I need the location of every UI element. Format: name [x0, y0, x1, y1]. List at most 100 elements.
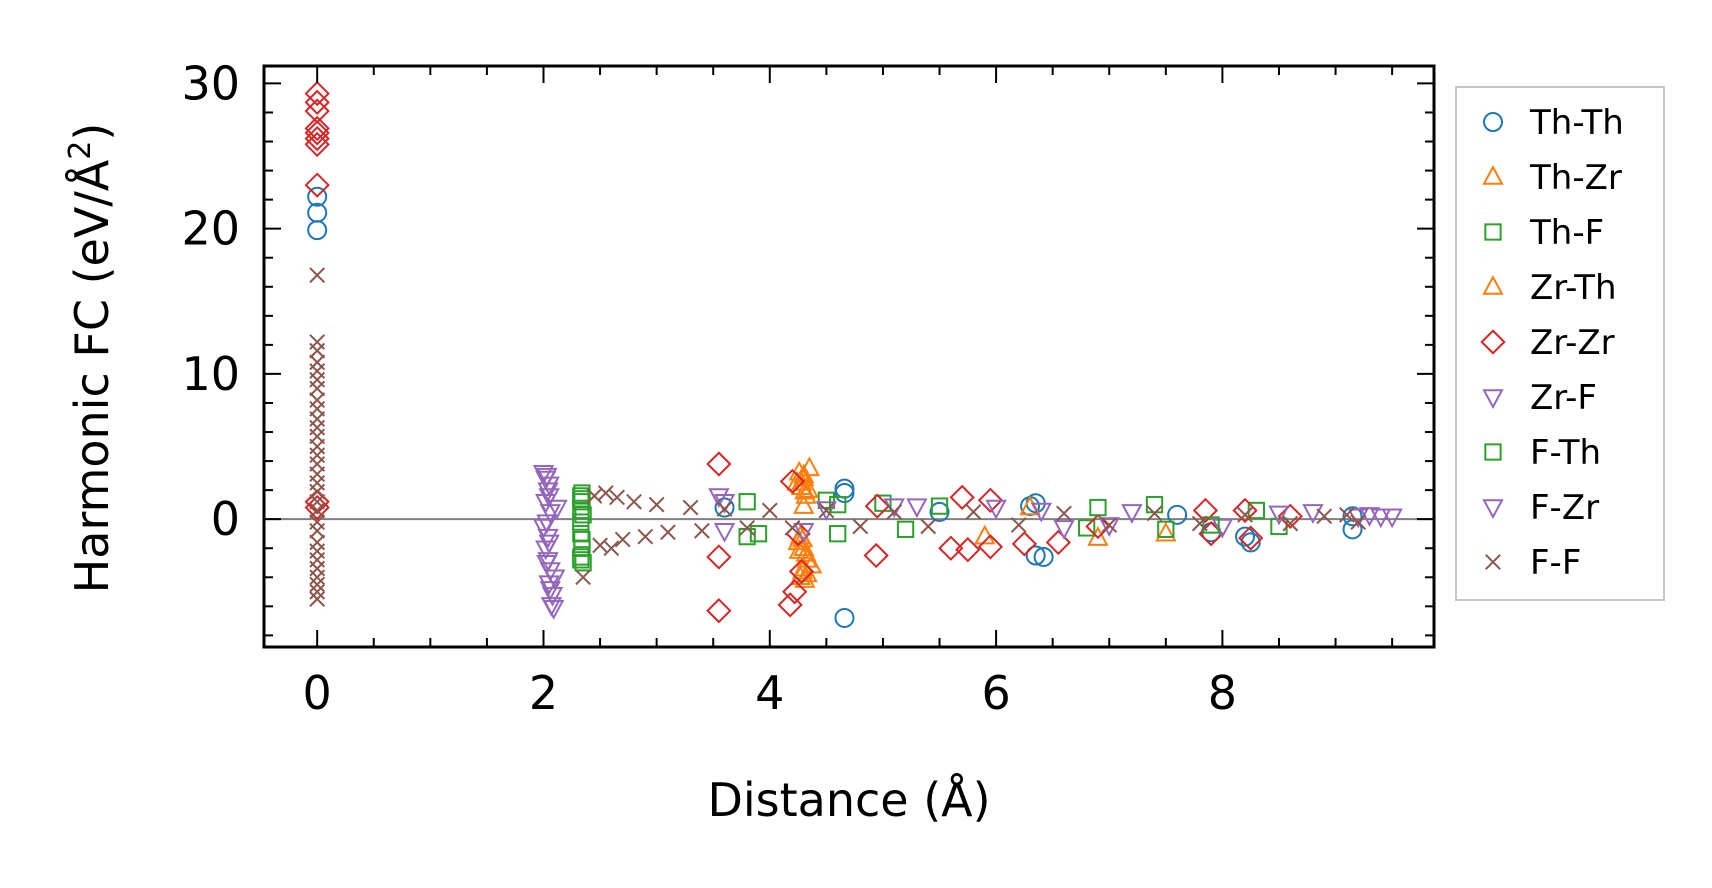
data-point — [977, 487, 1004, 513]
data-point — [1077, 519, 1096, 537]
data-point — [949, 484, 975, 511]
y-axis-title-main: Harmonic FC (eV/Å — [65, 159, 119, 593]
data-point — [977, 534, 1004, 560]
data-point — [938, 535, 964, 561]
y-axis-title: Harmonic FC (eV/Å2) — [63, 123, 119, 594]
data-point — [794, 479, 816, 500]
legend-marker — [1482, 499, 1504, 520]
x-tick-label: 6 — [981, 666, 1010, 720]
data-point — [309, 583, 326, 600]
legend-label: F-Th — [1530, 433, 1601, 473]
legend-marker — [1483, 112, 1503, 132]
data-point — [1338, 506, 1355, 523]
legend-marker — [1482, 389, 1504, 410]
data-point — [784, 519, 801, 536]
y-axis-title-close: ) — [65, 123, 119, 141]
legend-marker — [1485, 554, 1501, 570]
legend-label: Th-F — [1529, 213, 1604, 253]
legend-label: Zr-F — [1530, 378, 1597, 418]
data-point — [1085, 513, 1111, 540]
data-point — [544, 569, 566, 590]
data-point — [761, 502, 778, 519]
plot-area — [262, 64, 1436, 649]
data-point — [539, 581, 561, 601]
data-point — [817, 491, 836, 509]
legend-item: Zr-Zr — [1480, 323, 1615, 363]
data-point — [1240, 532, 1261, 553]
data-point — [309, 502, 326, 519]
data-point — [1145, 496, 1164, 514]
data-point — [1121, 504, 1143, 524]
data-point — [573, 530, 591, 549]
data-point — [304, 131, 330, 158]
data-point — [829, 525, 847, 543]
data-point — [782, 579, 808, 605]
y-tick-label: 0 — [211, 492, 240, 546]
data-point — [793, 523, 815, 543]
data-point — [1025, 545, 1046, 566]
data-point — [573, 539, 591, 557]
data-point — [863, 542, 889, 569]
data-point — [818, 502, 835, 519]
data-point — [648, 496, 665, 513]
data-point — [614, 531, 631, 548]
data-point — [1146, 505, 1163, 522]
data-point — [834, 607, 855, 628]
data-point — [304, 89, 330, 115]
data-point — [309, 267, 326, 284]
data-point — [788, 558, 815, 585]
data-point — [1370, 508, 1392, 529]
data-point — [1232, 497, 1258, 524]
data-point — [797, 478, 819, 498]
data-point — [1011, 531, 1038, 557]
legend-marker — [1484, 443, 1502, 461]
data-point — [574, 506, 592, 524]
legend-label: Zr-Th — [1530, 268, 1617, 308]
data-point — [1030, 502, 1053, 523]
legend-label: Th-Th — [1529, 103, 1624, 143]
data-point — [829, 496, 847, 514]
data-point — [573, 484, 591, 502]
data-point — [309, 569, 326, 586]
data-point — [536, 555, 558, 575]
data-point — [1350, 514, 1367, 530]
data-point — [309, 576, 326, 593]
data-point — [779, 468, 806, 495]
legend-label: F-Zr — [1530, 488, 1599, 528]
data-point — [920, 518, 937, 535]
y-tick-label: 20 — [181, 202, 240, 256]
data-point — [1010, 517, 1027, 533]
data-point — [536, 467, 558, 488]
legend-marker — [1482, 274, 1504, 295]
data-point — [1191, 515, 1208, 532]
legend-marker — [1484, 223, 1502, 241]
legend-marker — [1480, 329, 1506, 355]
legend-label: Th-Zr — [1529, 158, 1622, 198]
data-point — [309, 522, 326, 539]
data-point — [1098, 517, 1120, 537]
data-point — [603, 540, 620, 557]
x-axis-title: Distance (Å) — [707, 773, 990, 827]
data-point — [965, 504, 982, 520]
data-point — [896, 520, 915, 538]
data-point — [304, 115, 330, 142]
data-point — [1053, 520, 1075, 540]
legend-item: Zr-F — [1482, 378, 1597, 418]
legend-item: Th-Zr — [1482, 158, 1622, 198]
data-point — [609, 489, 625, 506]
plot-frame — [262, 64, 1436, 649]
data-point — [864, 493, 890, 519]
data-point — [930, 497, 949, 515]
data-point — [1155, 521, 1177, 542]
data-point — [309, 380, 326, 397]
data-point — [929, 501, 950, 522]
data-point — [626, 493, 642, 510]
data-point — [713, 523, 736, 543]
data-point — [1202, 516, 1220, 534]
data-point — [852, 518, 869, 535]
data-point — [716, 501, 733, 517]
data-point — [304, 172, 330, 198]
data-point — [572, 501, 590, 520]
data-point — [1316, 508, 1333, 525]
data-point — [834, 478, 855, 499]
